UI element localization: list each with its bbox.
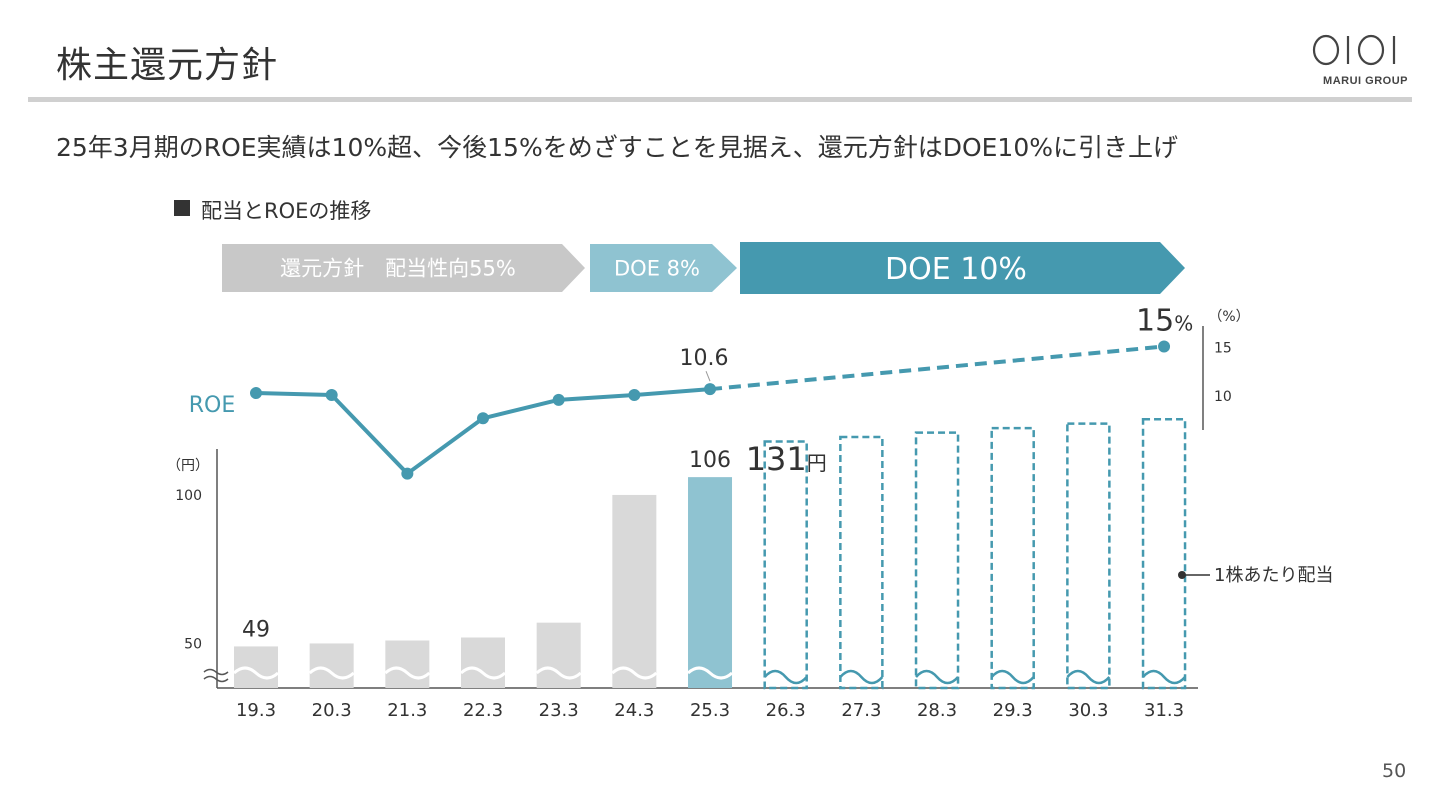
bar-break-wave	[990, 669, 1035, 685]
x-tick-label: 24.3	[614, 700, 654, 721]
dividend-value-label: 49	[242, 617, 270, 642]
x-tick-label: 26.3	[766, 700, 806, 721]
x-tick-label: 25.3	[690, 700, 730, 721]
x-tick-label: 29.3	[993, 700, 1033, 721]
bar-break-wave	[308, 666, 355, 680]
title-divider	[28, 97, 1412, 102]
x-tick-label: 22.3	[463, 700, 503, 721]
dividend-bar	[385, 640, 430, 688]
dividend-series-label: 1株あたり配当	[1214, 565, 1333, 586]
roe-point	[1158, 340, 1171, 353]
dividend-bar	[461, 637, 506, 688]
roe-value-label: 15%	[1136, 304, 1193, 339]
roe-unit-suffix: %	[1174, 312, 1193, 336]
x-tick-label: 27.3	[841, 700, 881, 721]
axis-break-mark	[203, 675, 229, 683]
x-tick-label: 19.3	[236, 700, 276, 721]
x-tick-label: 23.3	[539, 700, 579, 721]
roe-y-tick-label: 10	[1214, 389, 1232, 405]
roe-target-line	[709, 344, 1165, 392]
dividend-bar	[309, 643, 354, 688]
policy-arrow-label: 還元方針 配当性向55%	[280, 257, 516, 281]
bar-break-wave	[460, 666, 507, 680]
roe-value-label: 10.6	[680, 346, 729, 371]
dividend-value-label: 131円	[746, 440, 827, 478]
roe-y-tick-label: 15	[1214, 341, 1232, 357]
planned-dividend-bar	[1141, 417, 1187, 690]
legend-label: 配当とROEの推移	[201, 199, 372, 223]
policy-arrow	[222, 244, 585, 292]
dividend-bar	[612, 494, 657, 688]
dividend-bar	[688, 477, 733, 688]
bar-break-wave	[839, 669, 884, 685]
planned-dividend-bar	[990, 426, 1035, 690]
policy-arrow-label: DOE 10%	[885, 252, 1027, 287]
roe-point	[325, 389, 338, 401]
dividend-y-tick-label: 100	[175, 488, 202, 504]
roe-point	[628, 389, 641, 401]
bar-break-wave	[687, 666, 734, 680]
planned-dividend-bar	[763, 440, 808, 690]
planned-dividend-bar	[914, 431, 960, 690]
x-tick-label: 20.3	[312, 700, 352, 721]
roe-series-label: ROE	[189, 393, 236, 418]
x-tick-label: 21.3	[387, 700, 427, 721]
logo-text: MARUI GROUP	[1323, 75, 1408, 87]
policy-arrow-label: DOE 8%	[614, 257, 700, 281]
bar-break-wave	[915, 669, 959, 685]
dividend-unit-label: （円）	[167, 458, 209, 474]
headline: 25年3月期のROE実績は10%超、今後15%をめざすことを見据え、還元方針はD…	[56, 133, 1178, 162]
dividend-value-label: 106	[689, 448, 731, 473]
policy-arrow	[740, 242, 1185, 294]
page-title: 株主還元方針	[56, 45, 279, 86]
roe-point	[401, 467, 414, 480]
planned-dividend-bar	[1066, 422, 1111, 690]
dividend-y-tick-label: 50	[184, 636, 202, 652]
roe-actual-line	[255, 387, 711, 476]
roe-point	[552, 393, 565, 406]
page-number: 50	[1382, 760, 1407, 782]
policy-arrow	[590, 244, 737, 292]
dividend-unit-suffix: 円	[807, 451, 827, 475]
roe-label-leader	[705, 370, 711, 382]
bar-break-wave	[1142, 669, 1186, 685]
legend-marker	[174, 200, 190, 216]
x-tick-label: 31.3	[1144, 700, 1184, 721]
x-tick-label: 28.3	[917, 700, 957, 721]
roe-point	[477, 412, 490, 425]
roe-point	[704, 383, 717, 396]
roe-unit-label: （%）	[1208, 309, 1249, 325]
bar-break-wave	[611, 666, 658, 680]
roe-point	[250, 387, 262, 400]
bar-break-wave	[763, 669, 808, 685]
bar-break-wave	[1066, 669, 1111, 685]
bar-break-wave	[384, 666, 431, 680]
marui-group-logo: MARUI GROUP	[1312, 34, 1408, 87]
planned-dividend-bar	[839, 435, 884, 690]
x-tick-label: 30.3	[1068, 700, 1108, 721]
axis-break-mark	[203, 668, 229, 676]
bar-break-wave	[535, 666, 582, 680]
bar-break-wave	[232, 666, 280, 680]
